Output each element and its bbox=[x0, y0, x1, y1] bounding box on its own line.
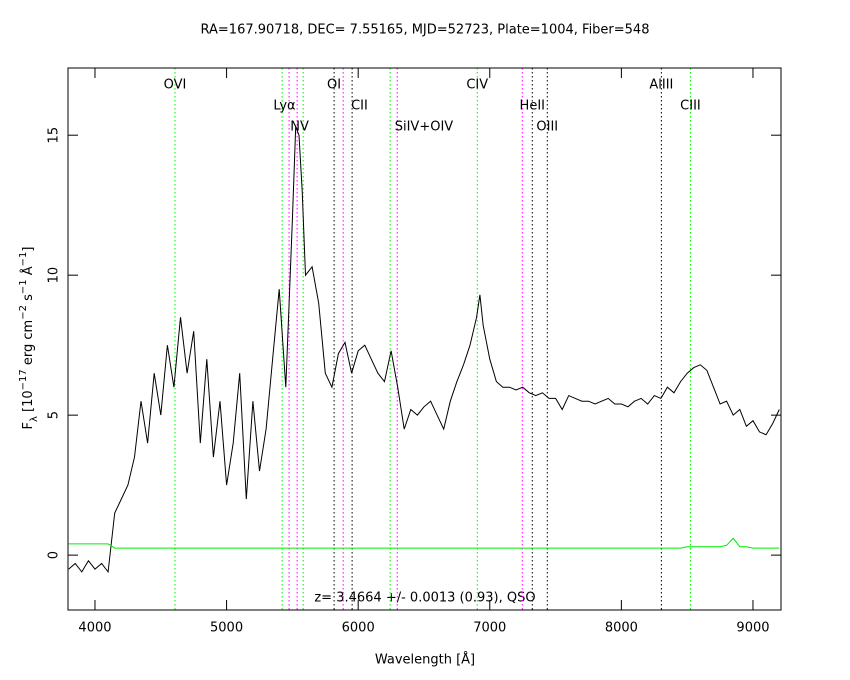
x-tick-label: 9000 bbox=[736, 621, 769, 636]
y-label-part: s bbox=[21, 294, 36, 305]
plot-frame bbox=[67, 67, 782, 611]
spectrum-line bbox=[68, 126, 780, 574]
y-tick-label: 10 bbox=[47, 267, 62, 284]
x-tick-label: 5000 bbox=[210, 621, 243, 636]
y-tick-label: 0 bbox=[47, 551, 62, 559]
emission-line-label: AlIII bbox=[649, 78, 673, 93]
x-tick-label: 7000 bbox=[473, 621, 506, 636]
y-label-part: λ bbox=[29, 416, 40, 422]
emission-line-label: CII bbox=[351, 99, 368, 114]
emission-line-label: CIV bbox=[466, 78, 488, 93]
annotation: z= 3.4664 +/- 0.0013 (0.93), QSO bbox=[314, 591, 535, 606]
emission-line-label: CIII bbox=[680, 99, 701, 114]
y-label-part: −1 bbox=[18, 252, 29, 267]
x-tick-label: 8000 bbox=[605, 621, 638, 636]
emission-line-label: HeII bbox=[520, 99, 545, 114]
emission-line-label: OVI bbox=[164, 78, 187, 93]
y-axis-label: Fλ [10−17 erg cm−2 s−1 Å−1] bbox=[18, 247, 40, 430]
emission-line-label: Lyα bbox=[273, 99, 295, 114]
y-label-part: [10 bbox=[21, 390, 36, 416]
y-label-part: F bbox=[21, 422, 36, 429]
chart-title: RA=167.90718, DEC= 7.55165, MJD=52723, P… bbox=[201, 23, 650, 38]
emission-line-label: OI bbox=[327, 78, 341, 93]
y-label-part: ] bbox=[21, 247, 36, 252]
y-label-part: Å bbox=[20, 266, 36, 279]
emission-line-label: OIII bbox=[536, 120, 558, 135]
y-label-part: −17 bbox=[18, 369, 29, 390]
y-label-part: −2 bbox=[18, 305, 29, 320]
spectrum-line bbox=[68, 537, 780, 549]
y-label-part: erg cm bbox=[21, 320, 36, 369]
x-axis-label: Wavelength [Å] bbox=[375, 652, 475, 668]
y-tick-label: 15 bbox=[47, 127, 62, 144]
y-tick-label: 5 bbox=[47, 411, 62, 419]
x-tick-label: 4000 bbox=[78, 621, 111, 636]
x-tick-label: 6000 bbox=[342, 621, 375, 636]
y-label-part: −1 bbox=[18, 279, 29, 294]
emission-line-label: NV bbox=[290, 120, 309, 135]
emission-line-label: SiIV+OIV bbox=[395, 120, 454, 135]
